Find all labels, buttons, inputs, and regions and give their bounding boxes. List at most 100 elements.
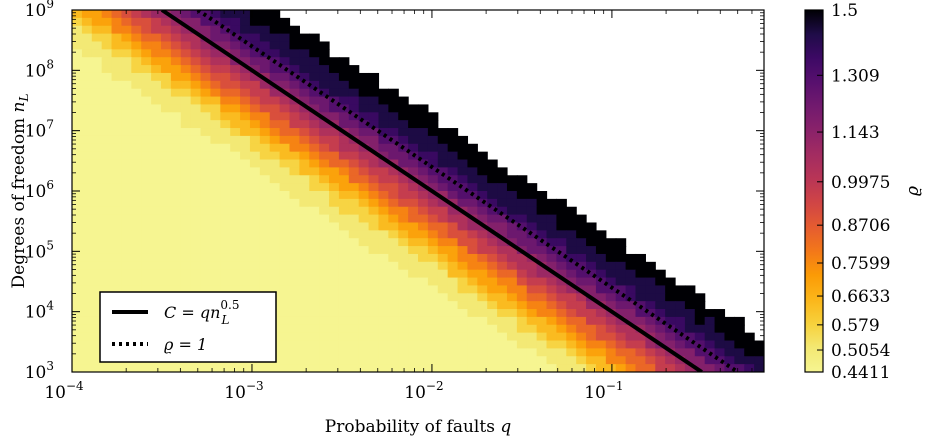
contour-cell xyxy=(230,135,241,145)
contour-cell xyxy=(595,364,607,372)
contour-cell xyxy=(279,17,291,27)
contour-cell xyxy=(477,246,488,255)
contour-cell xyxy=(101,143,113,153)
contour-cell xyxy=(141,49,152,58)
contour-cell xyxy=(576,293,587,302)
contour-cell xyxy=(131,214,142,224)
contour-cell xyxy=(259,269,271,279)
contour-cell xyxy=(546,222,557,231)
contour-cell xyxy=(190,269,202,279)
contour-cell xyxy=(200,191,211,200)
contour-cell xyxy=(131,143,142,153)
contour-cell xyxy=(605,261,617,271)
contour-cell xyxy=(200,80,211,90)
contour-cell xyxy=(358,301,370,310)
contour-cell xyxy=(724,316,735,326)
contour-cell xyxy=(259,10,271,19)
contour-cell xyxy=(348,340,360,349)
contour-cell xyxy=(516,277,528,287)
contour-cell xyxy=(72,65,83,74)
contour-cell xyxy=(141,10,152,19)
contour-cell xyxy=(605,340,617,349)
contour-cell xyxy=(279,143,291,153)
contour-cell xyxy=(151,96,162,106)
contour-cell xyxy=(477,183,488,192)
contour-cell xyxy=(437,269,449,279)
contour-cell xyxy=(220,17,231,27)
contour-cell xyxy=(141,120,152,129)
contour-cell xyxy=(625,316,637,326)
contour-cell xyxy=(309,238,320,247)
series-line-rho xyxy=(196,10,739,372)
contour-cell xyxy=(72,340,83,349)
contour-cell xyxy=(645,285,656,294)
contour-cell xyxy=(240,198,251,208)
contour-cell xyxy=(487,191,498,200)
contour-cell xyxy=(329,356,340,365)
contour-cell xyxy=(279,175,291,184)
contour-cell xyxy=(437,293,449,302)
contour-cell xyxy=(289,293,300,302)
contour-cell xyxy=(566,293,577,302)
contour-cell xyxy=(526,348,538,357)
contour-cell xyxy=(131,49,142,58)
contour-cell xyxy=(566,348,577,357)
contour-cell xyxy=(180,261,192,271)
contour-cell xyxy=(605,269,617,279)
contour-cell xyxy=(368,316,380,326)
contour-cell xyxy=(526,246,538,255)
contour-cell xyxy=(457,222,469,231)
contour-cell xyxy=(299,33,310,43)
contour-cell xyxy=(427,191,439,200)
contour-cell xyxy=(487,348,498,357)
contour-cell xyxy=(487,175,498,184)
contour-cell xyxy=(72,324,83,334)
contour-cell xyxy=(398,301,409,310)
contour-cell xyxy=(230,198,241,208)
contour-cell xyxy=(259,57,271,66)
contour-cell xyxy=(269,364,281,372)
contour-cell xyxy=(319,238,330,247)
contour-cell xyxy=(358,277,370,287)
contour-cell xyxy=(240,238,251,247)
contour-cell xyxy=(506,340,518,349)
contour-cell xyxy=(220,253,231,263)
contour-cell xyxy=(635,356,646,365)
contour-cell xyxy=(91,49,103,58)
contour-cell xyxy=(180,159,192,168)
contour-cell xyxy=(348,364,360,372)
contour-cell xyxy=(536,301,548,310)
contour-cell xyxy=(160,167,172,176)
contour-cell xyxy=(249,151,261,161)
colorbar-ticks: 1.51.3091.1430.99750.87060.75990.66330.5… xyxy=(817,1,890,383)
contour-cell xyxy=(200,175,211,184)
contour-cell xyxy=(160,206,172,216)
contour-cell xyxy=(665,364,676,372)
contour-cell xyxy=(635,261,646,271)
contour-cell xyxy=(131,128,142,137)
contour-cell xyxy=(348,104,360,113)
y-tick-label: 109 xyxy=(25,0,54,21)
contour-cell xyxy=(289,238,300,247)
contour-cell xyxy=(220,206,231,216)
contour-cell xyxy=(368,96,380,106)
contour-cell xyxy=(536,253,548,263)
contour-cell xyxy=(418,159,429,168)
contour-cell xyxy=(180,364,192,372)
contour-cell xyxy=(526,340,538,349)
contour-cell xyxy=(506,253,518,263)
contour-cell xyxy=(348,198,360,208)
contour-cell xyxy=(427,316,439,326)
contour-cell xyxy=(230,41,241,50)
contour-cell xyxy=(408,214,419,224)
contour-cell xyxy=(220,222,231,231)
contour-cell xyxy=(121,277,132,287)
contour-cell xyxy=(160,183,172,192)
contour-cell xyxy=(368,269,380,279)
contour-cell xyxy=(338,120,350,129)
contour-cell xyxy=(91,285,103,294)
contour-cell xyxy=(506,332,518,342)
contour-cell xyxy=(170,112,182,121)
contour-cell xyxy=(398,238,409,247)
contour-cell xyxy=(477,293,488,302)
